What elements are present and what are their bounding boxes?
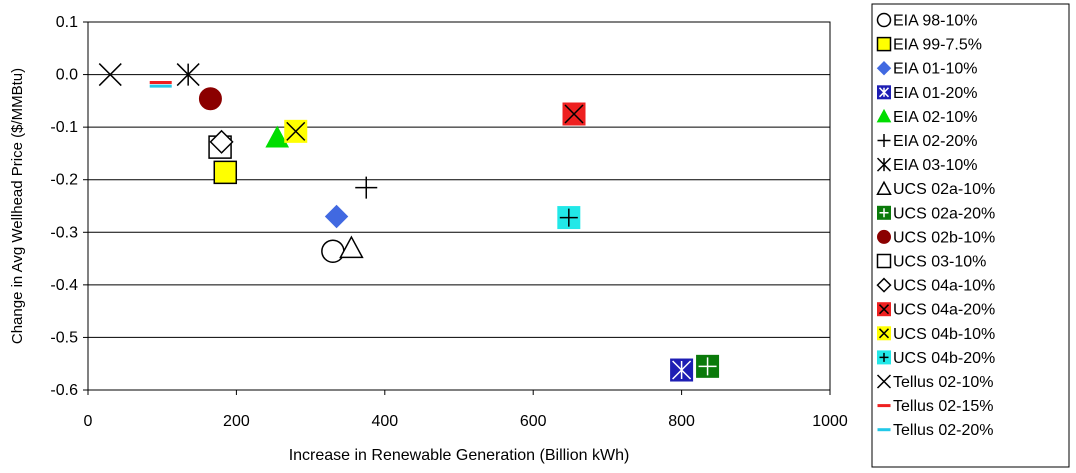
legend-marker-glyph — [879, 208, 889, 218]
legend-entry: UCS 02a-10% — [876, 180, 995, 198]
legend-marker-glyph — [878, 87, 890, 98]
legend: EIA 98-10% EIA 99-7.5% EIA 01-10% EIA 01-20… — [876, 12, 995, 439]
legend-label: UCS 04b-10% — [893, 326, 995, 343]
legend-entry: UCS 02a-20% — [877, 205, 995, 222]
legend-label: EIA 02-10% — [893, 109, 978, 126]
legend-label: UCS 02b-10% — [893, 229, 995, 246]
y-tick-label: 0.0 — [56, 67, 78, 84]
data-point — [339, 235, 364, 259]
x-tick-label: 1000 — [812, 413, 848, 430]
legend-label: EIA 98-10% — [893, 13, 978, 30]
legend-marker-glyph — [878, 328, 890, 339]
y-tick-label: -0.5 — [50, 329, 78, 346]
legend-entry: Tellus 02-10% — [876, 374, 994, 391]
legend-entry: UCS 04a-20% — [877, 302, 995, 319]
gridlines — [88, 74, 830, 338]
legend-marker — [876, 374, 892, 389]
legend-entry: UCS 04a-10% — [876, 277, 995, 295]
legend-label: UCS 04a-10% — [893, 278, 995, 295]
y-axis-ticks: 0.1 0.0 -0.1 -0.2 -0.3 -0.4 -0.5 -0.6 — [50, 14, 88, 399]
data-point — [265, 125, 290, 148]
data-points — [98, 63, 720, 382]
x-tick-label: 800 — [668, 413, 695, 430]
legend-entry: EIA 98-10% — [876, 12, 978, 30]
data-point — [176, 63, 200, 87]
legend-label: Tellus 02-20% — [893, 422, 994, 439]
legend-marker — [876, 60, 892, 76]
legend-marker — [876, 180, 892, 195]
data-point — [213, 160, 238, 185]
legend-entry: UCS 04b-20% — [877, 350, 995, 367]
legend-entry: EIA 01-20% — [877, 85, 978, 102]
legend-entry: EIA 02-10% — [876, 108, 978, 126]
legend-marker — [876, 108, 892, 123]
data-point — [209, 129, 234, 154]
legend-entry: EIA 02-20% — [877, 133, 978, 150]
x-axis-ticks: 0 200 400 600 800 1000 — [84, 390, 848, 430]
legend-label: Tellus 02-10% — [893, 374, 994, 391]
legend-label: UCS 04b-20% — [893, 350, 995, 367]
legend-label: UCS 04a-20% — [893, 302, 995, 319]
data-point-glyph — [672, 360, 692, 380]
legend-entry: Tellus 02-15% — [877, 398, 994, 415]
data-point-glyph — [286, 121, 306, 141]
data-point — [355, 176, 378, 199]
legend-label: UCS 02a-20% — [893, 205, 995, 222]
x-axis-label: Increase in Renewable Generation (Billio… — [289, 447, 630, 464]
legend-box — [871, 3, 1070, 468]
y-axis-label: Change in Avg Wellhead Price ($/MMBtu) — [9, 68, 26, 344]
y-tick-label: -0.4 — [50, 277, 78, 294]
y-tick-label: -0.3 — [50, 224, 78, 241]
data-point-glyph — [698, 357, 717, 376]
legend-marker — [876, 253, 892, 269]
legend-label: EIA 03-10% — [893, 157, 978, 174]
y-tick-label: -0.1 — [50, 119, 78, 136]
legend-label: EIA 01-20% — [893, 85, 978, 102]
legend-marker-glyph — [878, 304, 890, 315]
legend-marker — [876, 12, 892, 28]
legend-entry: EIA 03-10% — [876, 157, 978, 174]
data-point-glyph — [559, 208, 578, 227]
y-tick-label: -0.2 — [50, 172, 78, 189]
legend-marker — [876, 157, 892, 172]
legend-marker — [876, 36, 892, 52]
legend-marker — [877, 229, 891, 244]
x-tick-label: 600 — [520, 413, 547, 430]
legend-marker-glyph — [879, 352, 889, 362]
x-tick-label: 0 — [84, 413, 93, 430]
y-tick-label: 0.1 — [56, 14, 78, 31]
legend-marker — [877, 134, 891, 147]
legend-label: Tellus 02-15% — [893, 398, 994, 415]
data-point — [324, 204, 349, 229]
legend-label: UCS 03-10% — [893, 254, 986, 271]
x-tick-label: 200 — [223, 413, 250, 430]
data-point-glyph — [564, 104, 584, 124]
plot-area-border — [87, 21, 831, 391]
legend-label: EIA 99-7.5% — [893, 37, 982, 54]
y-tick-label: -0.6 — [50, 382, 78, 399]
legend-label: EIA 01-10% — [893, 61, 978, 78]
legend-marker — [876, 277, 892, 293]
legend-entry: Tellus 02-20% — [877, 422, 994, 439]
legend-label: EIA 02-20% — [893, 133, 978, 150]
legend-entry: EIA 99-7.5% — [876, 36, 982, 54]
legend-entry: UCS 02b-10% — [877, 229, 995, 246]
legend-entry: EIA 01-10% — [876, 60, 978, 78]
data-point — [198, 87, 222, 111]
legend-label: UCS 02a-10% — [893, 181, 995, 198]
x-tick-label: 400 — [371, 413, 398, 430]
data-point — [321, 239, 345, 263]
legend-entry: UCS 04b-10% — [877, 326, 995, 343]
data-point — [98, 63, 122, 87]
legend-entry: UCS 03-10% — [876, 253, 986, 271]
